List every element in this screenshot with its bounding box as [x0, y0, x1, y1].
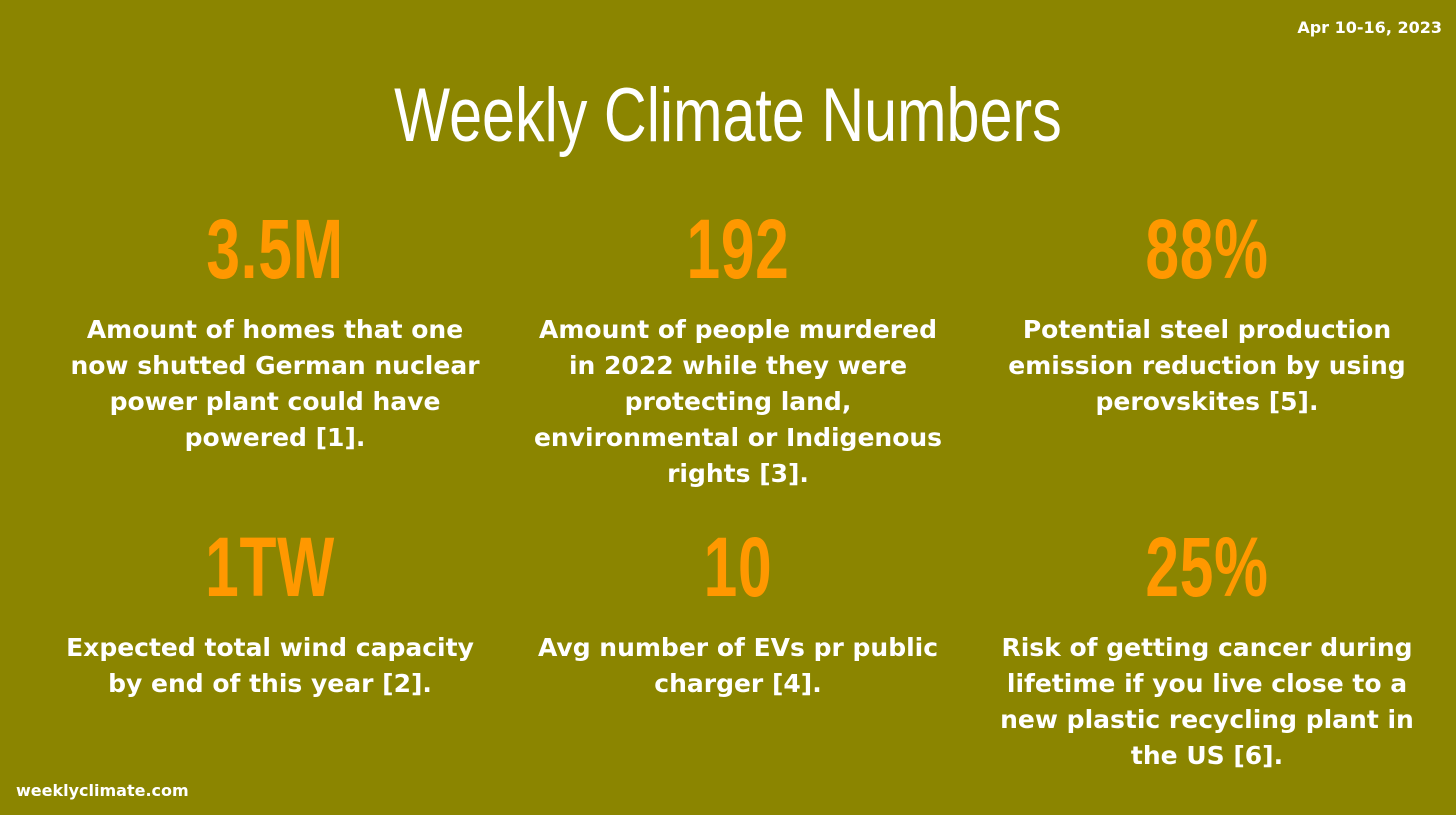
stat-description: Risk of getting cancer during lifetime i…: [1000, 633, 1414, 770]
stat-description: Avg number of EVs pr public charger [4].: [537, 633, 939, 698]
stat-card-steel-emission: 88% Potential steel production emission …: [997, 204, 1417, 420]
stat-card-ev-chargers: 10 Avg number of EVs pr public charger […: [528, 522, 948, 702]
stat-card-homes: 3.5M Amount of homes that one now shutte…: [65, 204, 485, 456]
stat-value: 10: [703, 520, 773, 614]
stat-card-cancer-risk: 25% Risk of getting cancer during lifeti…: [997, 522, 1417, 774]
date-range: Apr 10-16, 2023: [1297, 18, 1442, 37]
stat-value: 1TW: [205, 520, 335, 614]
stat-value: 3.5M: [206, 202, 344, 296]
stat-description: Expected total wind capacity by end of t…: [66, 633, 474, 698]
stat-card-wind-capacity: 1TW Expected total wind capacity by end …: [60, 522, 480, 702]
footer-site: weeklyclimate.com: [16, 781, 189, 800]
stat-value: 88%: [1145, 202, 1269, 296]
stat-description: Amount of people murdered in 2022 while …: [533, 315, 943, 488]
stat-description: Potential steel production emission redu…: [1008, 315, 1406, 416]
stat-value: 25%: [1145, 520, 1269, 614]
stat-card-people-murdered: 192 Amount of people murdered in 2022 wh…: [528, 204, 948, 492]
page-title: Weekly Climate Numbers: [394, 73, 1062, 158]
stat-value: 192: [686, 202, 790, 296]
stat-description: Amount of homes that one now shutted Ger…: [70, 315, 480, 452]
